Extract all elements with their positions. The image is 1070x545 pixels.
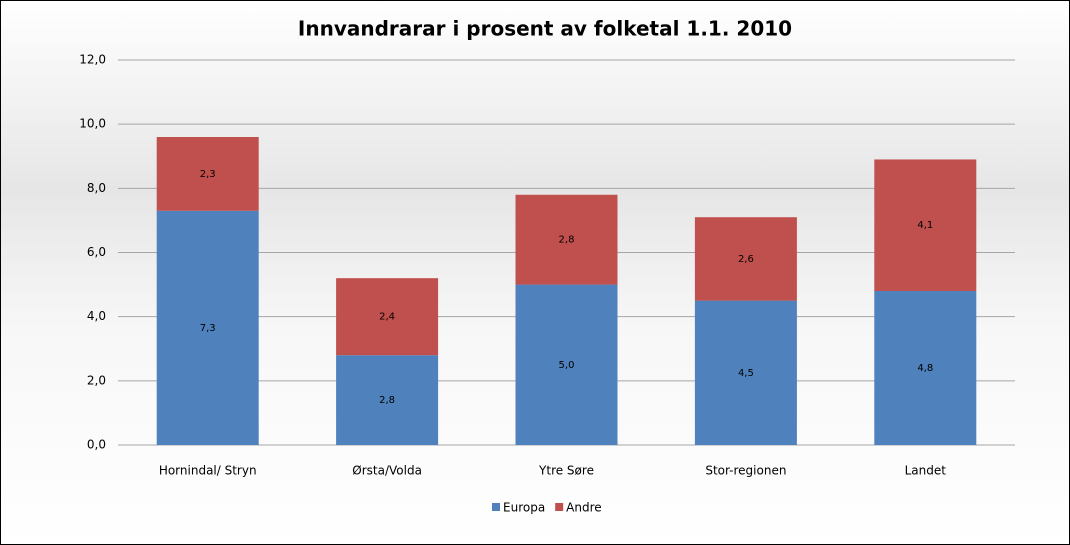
bar-segment [515, 284, 618, 445]
value-label: 2,3 [200, 169, 216, 180]
legend-swatch [555, 503, 564, 511]
bar-segment [336, 278, 439, 356]
bar-segment [874, 159, 977, 291]
chart-title: Innvandrarar i prosent av folketal 1.1. … [298, 17, 792, 41]
y-tick-label: 0,0 [87, 438, 106, 452]
bar-segment [874, 291, 977, 445]
y-tick-label: 10,0 [79, 117, 106, 131]
value-label: 2,8 [559, 235, 575, 246]
x-tick-label: Ytre Søre [538, 464, 594, 478]
value-label: 5,0 [559, 360, 575, 371]
value-label: 7,3 [200, 323, 216, 334]
y-tick-label: 2,0 [87, 373, 106, 387]
value-label: 4,1 [917, 220, 933, 231]
bar-segment [156, 137, 259, 211]
bar-segment [336, 355, 439, 445]
x-tick-label: Ørsta/Volda [352, 464, 422, 478]
value-label: 4,5 [738, 368, 754, 379]
y-tick-label: 12,0 [79, 53, 106, 67]
value-label: 2,6 [738, 254, 754, 265]
y-tick-label: 8,0 [87, 181, 106, 195]
legend-label: Europa [503, 501, 545, 515]
value-label: 2,8 [379, 395, 395, 406]
value-label: 2,4 [379, 312, 395, 323]
bar-segment [156, 210, 259, 445]
y-tick-label: 4,0 [87, 309, 106, 323]
x-tick-label: Hornindal/ Stryn [159, 464, 257, 478]
value-label: 4,8 [917, 363, 933, 374]
y-tick-label: 6,0 [87, 245, 106, 259]
bar-segment [694, 217, 797, 301]
bar-segment [515, 194, 618, 285]
bar-segment [694, 300, 797, 445]
legend-swatch [492, 503, 500, 511]
legend-label: Andre [566, 501, 601, 515]
x-tick-label: Landet [905, 464, 947, 478]
x-tick-label: Stor-regionen [705, 464, 786, 478]
